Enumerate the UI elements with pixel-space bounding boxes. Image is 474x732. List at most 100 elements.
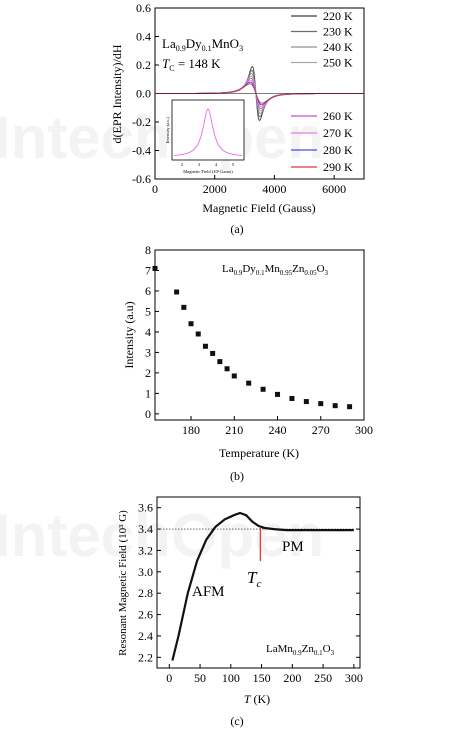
panel-b-ytick-label: 7 [145, 263, 151, 277]
panel-b-xtick-label: 270 [312, 423, 330, 437]
panel-c-resonant-field: 0 50 100 150 200 250 300 2.2 2.4 2.6 2.8 3.0 3.2 3.4 3… [117, 496, 363, 728]
legend-label: 260 K [323, 109, 353, 123]
panel-b-ylabel: Intensity (a.u) [122, 301, 136, 368]
inset-curve [173, 108, 243, 156]
panel-b-ytick-label: 3 [145, 345, 151, 359]
panel-c-ytick-label: 2.2 [138, 650, 153, 664]
panel-c-ytick-label: 2.8 [138, 586, 153, 600]
data-point [303, 399, 309, 405]
panel-a-xtick-label: 4000 [262, 182, 286, 196]
afm-label: AFM [192, 584, 225, 600]
panel-c-xtick-label: 150 [253, 671, 271, 685]
compound-label-b: La0.9Dy0.1Mn0.95Zn0.05O3 [222, 263, 329, 277]
panel-c-xtick-label: 100 [222, 671, 240, 685]
intensity-points-group [152, 265, 353, 410]
data-point [202, 343, 208, 349]
data-point [318, 401, 324, 407]
panel-b-ytick-label: 1 [145, 386, 151, 400]
panel-b-frame [154, 249, 365, 421]
panel-c-ytick-label: 3.2 [138, 543, 153, 557]
panel-b-xtick-label: 210 [225, 423, 243, 437]
compound-label-c: LaMn0.9Zn0.1O3 [266, 643, 335, 657]
inset-plot: 2 3 4 5 Magnetic Field (10³ Gauss) Intensit… [165, 99, 245, 174]
panel-c-xtick-label: 250 [314, 671, 332, 685]
compound-label-a: La0.9Dy0.1MnO3 [162, 36, 243, 53]
legend-label: 290 K [323, 160, 353, 174]
legend-label: 250 K [323, 56, 353, 70]
panel-a-xlabel: Magnetic Field (Gauss) [202, 201, 315, 215]
inset-xtick-label: 3 [198, 162, 201, 167]
panel-c-ytick-label: 2.4 [138, 629, 153, 643]
panel-a-xtick-label: 0 [152, 182, 158, 196]
data-point [181, 304, 187, 310]
data-point [231, 373, 237, 379]
inset-ylabel: Intensity (a.u.) [165, 116, 170, 143]
panel-b-intensity-vs-temperature: 180 210 240 270 300 0 1 2 3 4 5 6 7 8 La0.9Dy0.1Mn0.9… [122, 243, 373, 483]
resonant-field-curve [171, 511, 354, 661]
tc-label-c: Tc [247, 568, 261, 590]
panel-a-caption: (a) [230, 222, 243, 236]
data-point [289, 395, 295, 401]
panel-b-caption: (b) [230, 469, 244, 483]
inset-xlabel: Magnetic Field (10³ Gauss) [183, 169, 233, 174]
inset-frame [171, 99, 245, 161]
panel-c-frame [156, 496, 361, 669]
data-point [260, 386, 266, 392]
panel-c-xtick-label: 50 [194, 671, 206, 685]
panel-a-ytick-label: 0.2 [136, 58, 151, 72]
panel-b-xtick-label: 300 [355, 423, 373, 437]
data-point [210, 350, 216, 356]
panel-c-xtick-label: 0 [166, 671, 172, 685]
panel-b-ytick-label: 2 [145, 366, 151, 380]
data-point [174, 289, 180, 295]
panel-a-ytick-label: -0.2 [132, 115, 151, 129]
panel-a-ylabel: d(EPR Intensity)/dH [110, 44, 124, 143]
panel-b-ytick-label: 4 [145, 325, 151, 339]
panel-b-xtick-label: 180 [182, 423, 200, 437]
data-point [332, 403, 338, 409]
watermark: IntechOpen [0, 104, 324, 171]
data-point [217, 359, 223, 365]
spectra-series-group [155, 65, 364, 121]
data-point [246, 380, 252, 386]
legend-label: 280 K [323, 143, 353, 157]
pm-label: PM [282, 539, 304, 555]
inset-xtick-label: 5 [232, 162, 235, 167]
panel-b-ytick-label: 8 [145, 243, 151, 257]
panel-a-ytick-label: -0.4 [132, 144, 151, 158]
panel-b-xlabel: Temperature (K) [219, 446, 299, 460]
panel-a-ytick-label: 0.0 [136, 87, 151, 101]
panel-a-xtick-label: 2000 [203, 182, 227, 196]
panel-c-xlabel: T (K) [244, 692, 270, 706]
inset-xtick-label: 2 [181, 162, 183, 167]
inset-xtick-label: 4 [215, 162, 218, 167]
legend-label: 240 K [323, 40, 353, 54]
data-point [195, 331, 201, 337]
panel-a-ytick-label: 0.4 [136, 30, 151, 44]
data-point [347, 404, 353, 410]
panel-c-ytick-label: 3.0 [138, 565, 153, 579]
panel-b-xtick-label: 240 [269, 423, 287, 437]
panel-a-ytick-label: 0.6 [136, 1, 151, 15]
panel-c-xtick-label: 300 [345, 671, 363, 685]
data-point [188, 321, 194, 327]
panel-c-caption: (c) [230, 714, 243, 728]
data-point [275, 391, 281, 397]
data-point [152, 265, 158, 271]
watermark: IntechOpen [0, 502, 324, 569]
panel-a-xtick-label: 6000 [322, 182, 346, 196]
data-point [224, 366, 230, 372]
panel-c-ytick-label: 3.6 [138, 501, 153, 515]
panel-b-ytick-label: 6 [145, 284, 151, 298]
panel-c-ylabel: Resonant Magnetic Field (10³ G) [117, 510, 129, 656]
panel-c-xtick-label: 200 [283, 671, 301, 685]
panel-b-ytick-label: 0 [145, 407, 151, 421]
legend-label: 270 K [323, 126, 353, 140]
panel-c-ytick-label: 2.6 [138, 608, 153, 622]
legend-label: 220 K [323, 9, 353, 23]
tc-label-a: TC = 148 K [162, 56, 221, 73]
panel-b-ytick-label: 5 [145, 304, 151, 318]
panel-c-ytick-label: 3.4 [138, 522, 153, 536]
